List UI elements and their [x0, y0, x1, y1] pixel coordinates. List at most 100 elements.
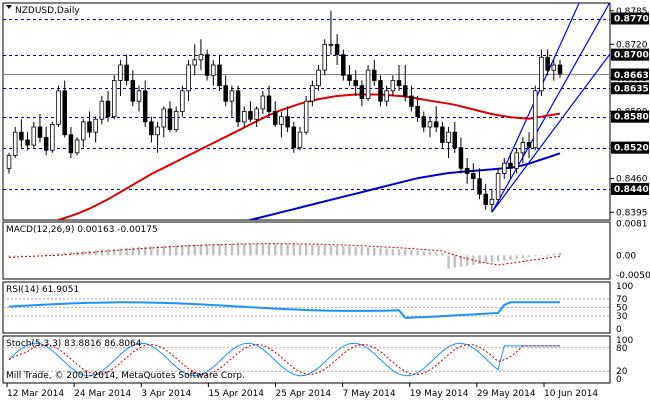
candle-body[interactable]: [62, 90, 67, 136]
candle-body[interactable]: [539, 56, 544, 92]
candle-body[interactable]: [303, 100, 309, 133]
candle-body[interactable]: [68, 134, 74, 154]
candle-body[interactable]: [198, 54, 204, 61]
candle-body[interactable]: [415, 105, 420, 118]
candle-body[interactable]: [105, 100, 111, 118]
candle-body[interactable]: [477, 178, 482, 195]
candle-body[interactable]: [557, 64, 563, 75]
candle-body[interactable]: [532, 90, 538, 149]
rsi-axis-label: 100: [616, 282, 633, 292]
candle-body[interactable]: [124, 64, 129, 81]
candle-body[interactable]: [446, 131, 451, 143]
candle-body[interactable]: [464, 167, 470, 174]
candle-body[interactable]: [440, 126, 445, 143]
candle-body[interactable]: [161, 108, 167, 128]
candle-body[interactable]: [421, 116, 427, 128]
candle-body[interactable]: [402, 85, 408, 97]
candle-body[interactable]: [248, 111, 253, 120]
candle-body[interactable]: [260, 95, 266, 110]
candle-body[interactable]: [489, 198, 495, 205]
candle-body[interactable]: [372, 69, 377, 81]
candle-body[interactable]: [378, 80, 383, 102]
candle-body[interactable]: [526, 142, 532, 149]
candle-body[interactable]: [390, 80, 396, 92]
candle-body[interactable]: [297, 131, 303, 149]
candle-body[interactable]: [118, 64, 123, 81]
candle-body[interactable]: [211, 64, 216, 76]
candle-body[interactable]: [347, 74, 352, 81]
candle-body[interactable]: [514, 152, 519, 169]
candle-body[interactable]: [204, 54, 210, 76]
candle-body[interactable]: [254, 108, 259, 120]
candle-body[interactable]: [384, 90, 389, 102]
candle-body[interactable]: [142, 90, 148, 123]
candle-body[interactable]: [87, 121, 92, 133]
candle-body[interactable]: [136, 90, 142, 102]
candle-body[interactable]: [291, 126, 297, 149]
level-label-box: [611, 82, 649, 95]
candle-body[interactable]: [396, 80, 402, 87]
candle-body[interactable]: [223, 85, 228, 102]
candle-body[interactable]: [545, 56, 550, 71]
candle-body[interactable]: [155, 126, 160, 136]
candle-body[interactable]: [483, 193, 488, 205]
candle-body[interactable]: [551, 64, 557, 71]
candle-body[interactable]: [427, 121, 433, 128]
candle-body[interactable]: [328, 43, 334, 46]
candle-body[interactable]: [43, 136, 49, 151]
candle-body[interactable]: [316, 69, 321, 87]
candle-body[interactable]: [186, 64, 191, 92]
candle-body[interactable]: [167, 108, 173, 130]
candle-body[interactable]: [359, 85, 365, 99]
candle-body[interactable]: [502, 162, 507, 174]
candle-body[interactable]: [279, 116, 284, 125]
candle-body[interactable]: [508, 162, 513, 169]
candle-body[interactable]: [409, 95, 414, 107]
candle-body[interactable]: [217, 64, 222, 87]
candle-body[interactable]: [310, 85, 315, 102]
candle-body[interactable]: [229, 90, 235, 102]
candle-body[interactable]: [235, 90, 241, 123]
candle-body[interactable]: [81, 121, 86, 141]
candle-body[interactable]: [149, 121, 154, 136]
candle-body[interactable]: [130, 80, 136, 102]
candle-body[interactable]: [495, 173, 501, 200]
candle-body[interactable]: [192, 59, 197, 66]
candle-body[interactable]: [266, 95, 272, 112]
candle-body[interactable]: [12, 131, 18, 156]
candle-body[interactable]: [458, 147, 464, 169]
candle-body[interactable]: [74, 139, 80, 154]
candle-body[interactable]: [93, 118, 98, 133]
candle-body[interactable]: [6, 155, 12, 169]
candle-body[interactable]: [285, 116, 290, 128]
symbol-dropdown-icon[interactable]: [6, 5, 12, 9]
candle-body[interactable]: [322, 43, 327, 71]
candle-body[interactable]: [111, 80, 117, 118]
candle-body[interactable]: [25, 139, 30, 146]
candle-body[interactable]: [353, 80, 358, 87]
candle-body[interactable]: [19, 131, 24, 141]
stoch-panel-frame: [2, 335, 611, 384]
candle-body[interactable]: [56, 90, 61, 125]
candle-body[interactable]: [31, 126, 37, 146]
time-axis-label: 12 Mar 2014: [7, 389, 64, 399]
macd-histogram-bar: [168, 245, 172, 256]
price-axis-label: 0.8395: [616, 208, 648, 218]
candle-body[interactable]: [50, 124, 55, 151]
candle-body[interactable]: [365, 69, 371, 99]
candle-body[interactable]: [180, 90, 185, 112]
candle-body[interactable]: [471, 173, 476, 180]
candle-body[interactable]: [99, 100, 105, 120]
candle-body[interactable]: [334, 43, 340, 56]
candle-body[interactable]: [452, 131, 458, 149]
macd-histogram-bar: [472, 255, 475, 265]
candle-body[interactable]: [433, 121, 439, 128]
candle-body[interactable]: [341, 54, 346, 76]
candle-body[interactable]: [37, 126, 43, 138]
candle-body[interactable]: [242, 111, 247, 123]
candle-body[interactable]: [520, 142, 526, 154]
candle-body[interactable]: [272, 111, 278, 125]
candle-body[interactable]: [173, 111, 179, 130]
